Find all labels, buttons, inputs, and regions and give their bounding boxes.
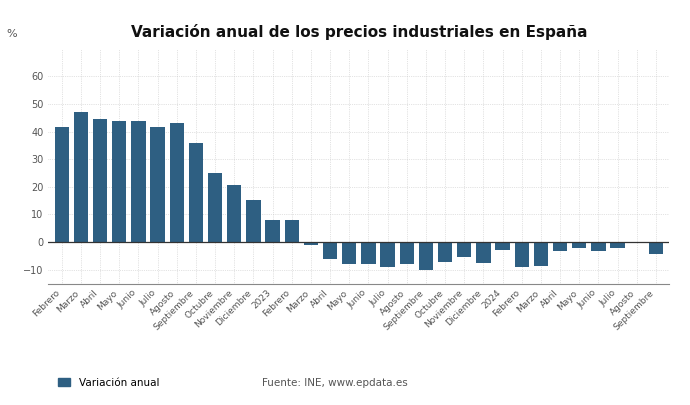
Bar bbox=[457, 242, 471, 257]
Bar bbox=[93, 119, 107, 242]
Legend: Variación anual: Variación anual bbox=[54, 373, 163, 392]
Bar bbox=[476, 242, 491, 263]
Bar bbox=[495, 242, 510, 250]
Bar bbox=[188, 143, 203, 242]
Bar bbox=[361, 242, 375, 264]
Bar bbox=[380, 242, 395, 267]
Text: %: % bbox=[7, 30, 17, 40]
Bar bbox=[74, 112, 88, 242]
Bar bbox=[323, 242, 337, 259]
Bar bbox=[266, 220, 279, 242]
Bar bbox=[208, 173, 222, 242]
Bar bbox=[649, 242, 663, 254]
Bar bbox=[284, 220, 299, 242]
Bar bbox=[342, 242, 357, 264]
Bar bbox=[112, 121, 126, 242]
Bar bbox=[611, 242, 624, 248]
Bar bbox=[246, 200, 261, 242]
Bar bbox=[400, 242, 414, 264]
Bar bbox=[150, 127, 165, 242]
Bar bbox=[553, 242, 567, 251]
Bar bbox=[304, 242, 318, 245]
Text: Fuente: INE, www.epdata.es: Fuente: INE, www.epdata.es bbox=[262, 378, 408, 388]
Bar bbox=[131, 121, 146, 242]
Bar bbox=[572, 242, 586, 248]
Bar bbox=[591, 242, 606, 251]
Bar bbox=[227, 185, 242, 242]
Title: Variación anual de los precios industriales en España: Variación anual de los precios industria… bbox=[130, 24, 587, 40]
Bar bbox=[438, 242, 452, 262]
Bar bbox=[533, 242, 548, 266]
Bar bbox=[170, 123, 184, 242]
Bar bbox=[515, 242, 529, 266]
Bar bbox=[419, 242, 433, 270]
Bar bbox=[55, 127, 69, 242]
Bar bbox=[629, 242, 644, 243]
